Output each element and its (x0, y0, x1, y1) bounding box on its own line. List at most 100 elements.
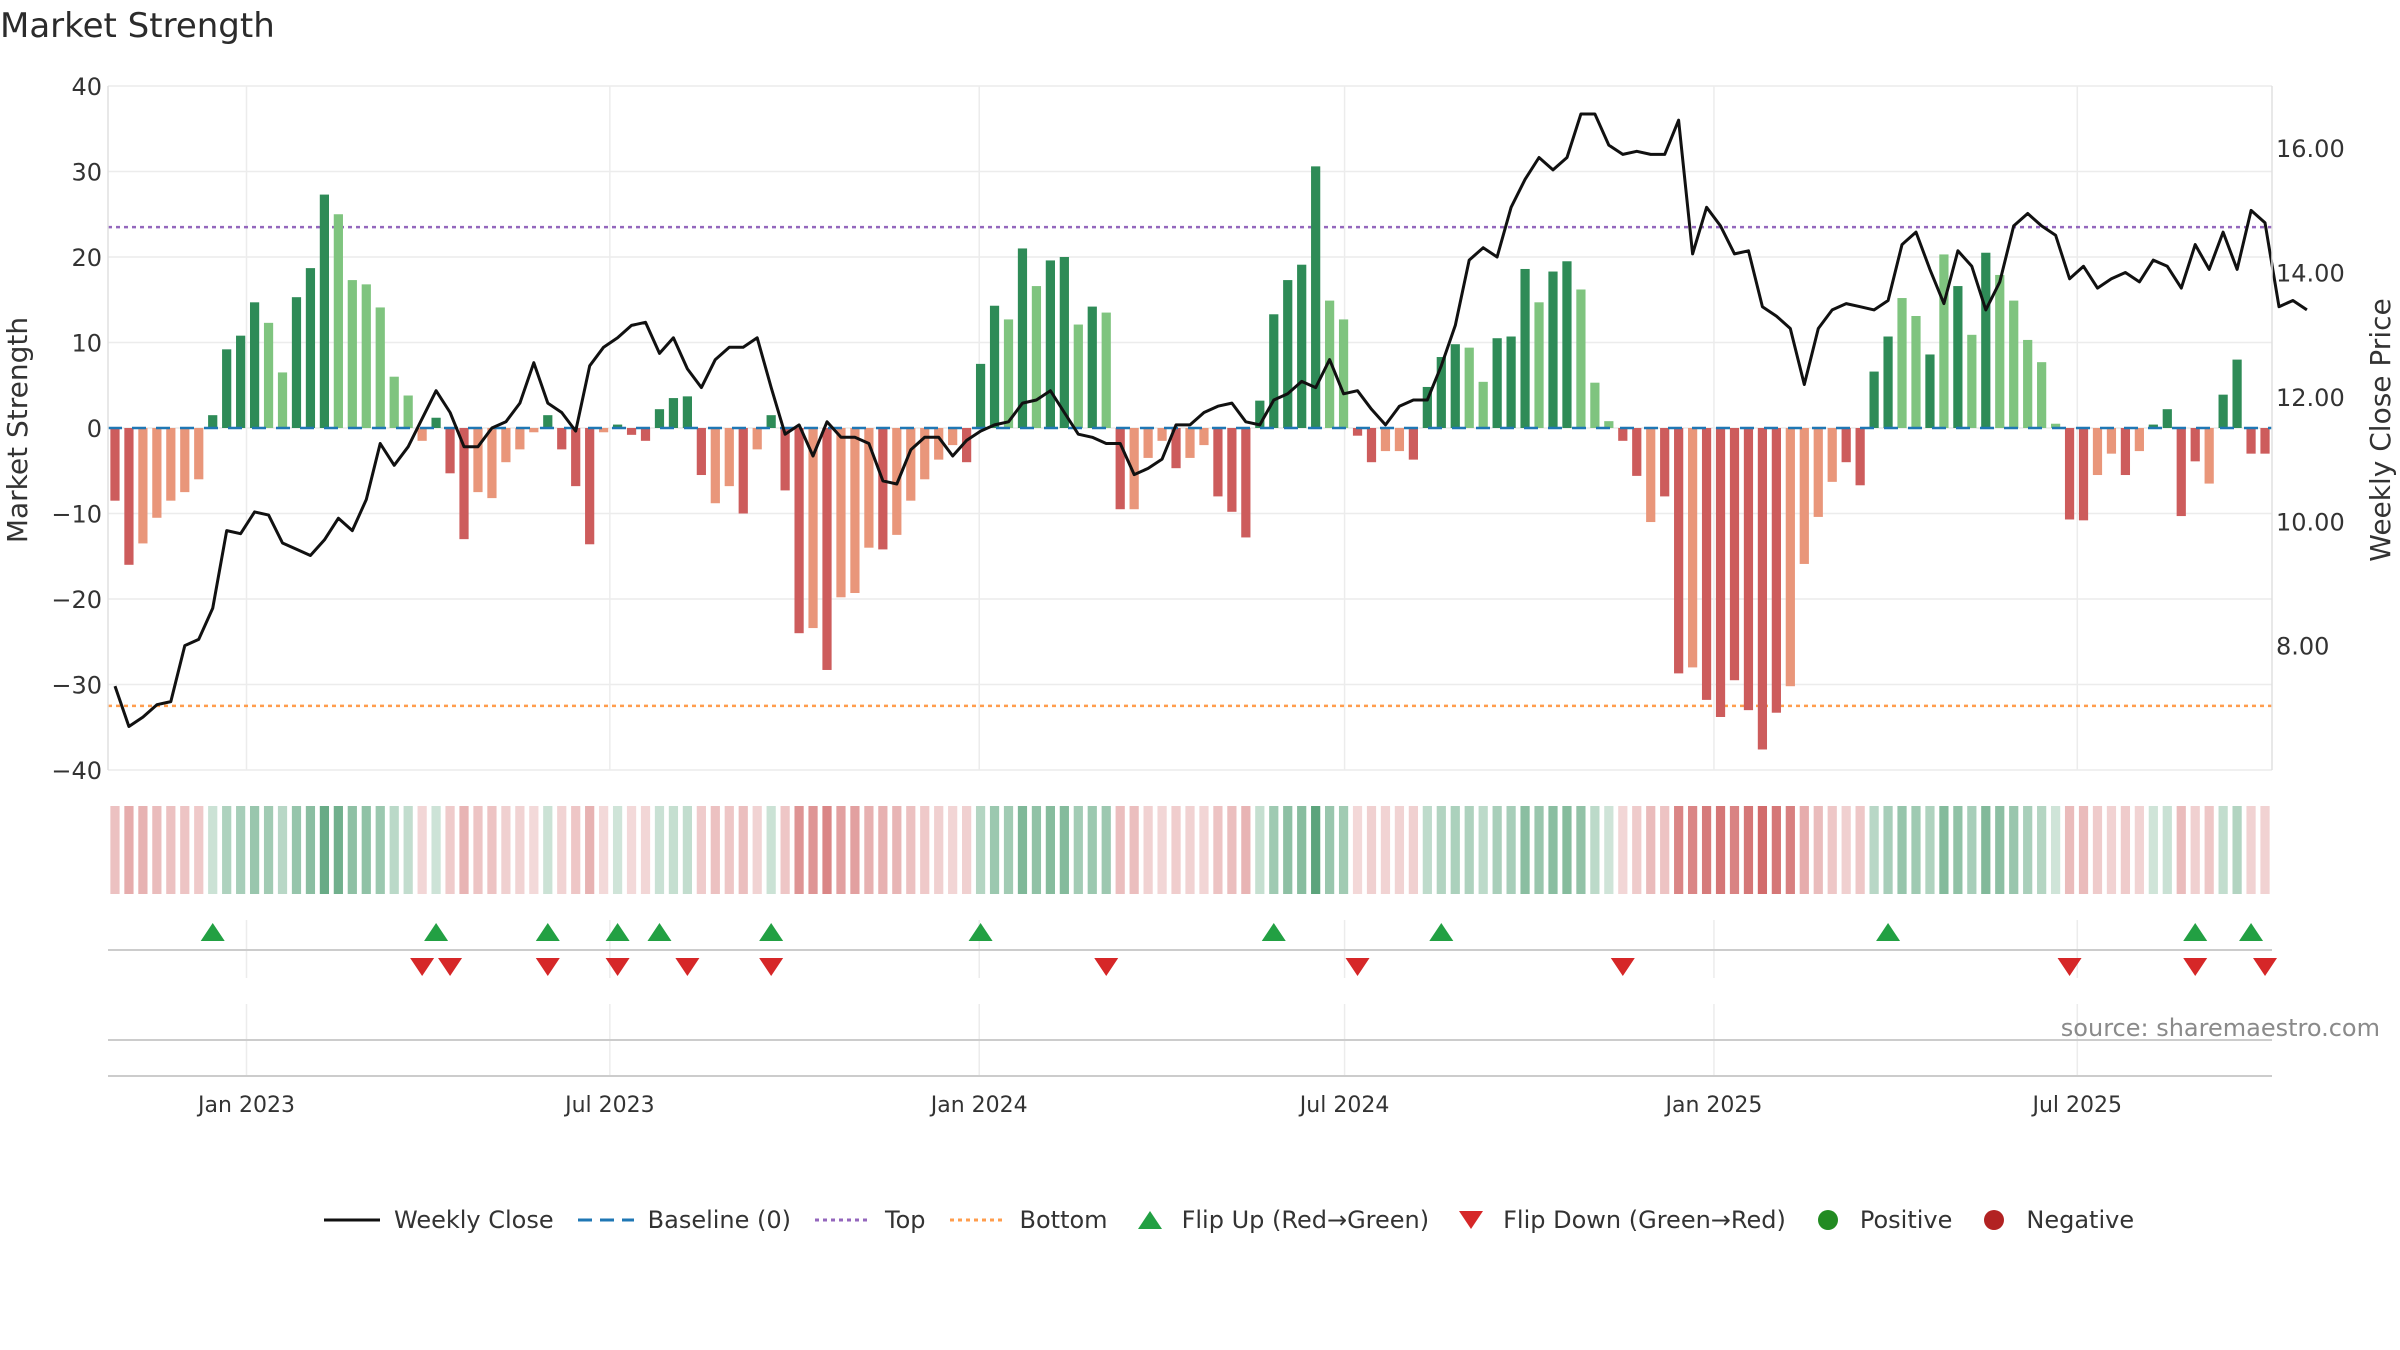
strength-bar (333, 214, 343, 428)
strength-bar (1771, 428, 1781, 713)
heat-cell (626, 806, 637, 894)
strength-bar (403, 395, 413, 428)
flip-up-marker (1429, 923, 1454, 941)
strength-bar (1897, 298, 1907, 428)
heat-cell (1255, 806, 1265, 894)
legend-item-flip-down: Flip Down (Green→Red) (1451, 1206, 1786, 1234)
heat-cell (1101, 806, 1111, 894)
y-tick-label: 20 (71, 244, 102, 272)
strength-bar (1157, 428, 1167, 441)
legend: Weekly Close Baseline (0) Top Bottom Fli… (322, 1206, 2156, 1234)
heat-cell (529, 806, 539, 894)
strength-bar (1199, 428, 1209, 446)
heat-cell (1464, 806, 1474, 894)
strength-bar (1967, 334, 1977, 428)
strength-bar (1981, 252, 1991, 428)
strength-bar (319, 194, 330, 428)
strength-bar (1548, 271, 1558, 428)
flip-down-marker (438, 958, 463, 976)
heat-cell (2148, 806, 2158, 894)
strength-bar (1687, 428, 1698, 668)
heat-cell (333, 806, 343, 894)
strength-bar (1813, 428, 1823, 517)
heat-cell (347, 806, 357, 894)
heat-cell (724, 806, 734, 894)
strength-bar (1562, 261, 1572, 428)
strength-bar (836, 428, 846, 598)
strength-bar (654, 409, 665, 428)
strength-bar (1241, 428, 1251, 538)
strength-bar (1366, 428, 1377, 463)
strength-bar (850, 428, 860, 594)
strength-bar (1003, 319, 1014, 428)
heat-cell (1799, 806, 1809, 894)
strength-bar (1408, 428, 1418, 460)
flip-up-marker (647, 923, 672, 941)
heat-cell (640, 806, 651, 894)
axes: 40 30 20 10 0 −10 −20 −30 −40 16.00 14.00 12.00 10.0… (51, 73, 2344, 1118)
strength-bar (975, 363, 986, 428)
heat-cell (152, 806, 162, 894)
strength-bar (459, 428, 469, 540)
strength-bar (1646, 428, 1656, 523)
heat-cell (1604, 806, 1614, 894)
heat-cell (1548, 806, 1558, 894)
strength-bar (710, 428, 720, 504)
source-watermark: source: sharemaestro.com (2060, 1014, 2380, 1042)
heat-cell (2050, 806, 2061, 894)
strength-bar (1227, 428, 1237, 512)
strength-bar (1115, 428, 1125, 510)
strength-bar (2120, 428, 2131, 476)
grid (108, 85, 2272, 1076)
strength-bar (1925, 354, 1935, 428)
flip-up-marker (1876, 923, 1901, 941)
heat-cell (236, 806, 246, 894)
strength-bar (1953, 286, 1963, 428)
strength-bar (1799, 428, 1809, 564)
strength-bar (2106, 428, 2117, 454)
strength-bar (906, 428, 916, 501)
heat-cell (487, 806, 497, 894)
heat-cell (1827, 806, 1837, 894)
heat-cell (752, 806, 762, 894)
strength-bar (1883, 336, 1893, 428)
flip-down-marker (1094, 958, 1119, 976)
heat-cell (1660, 806, 1670, 894)
strength-bar (1283, 280, 1293, 428)
legend-item-positive: Positive (1808, 1206, 1953, 1234)
strength-bar (1590, 382, 1600, 428)
strength-bar (1939, 254, 1949, 428)
strength-bar (1422, 386, 1432, 428)
flip-down-marker (2183, 958, 2208, 976)
heat-cell (2023, 806, 2033, 894)
strength-bar (124, 428, 134, 565)
strength-bar (1101, 312, 1111, 428)
heat-cell (1520, 806, 1530, 894)
y2-tick-label: 8.00 (2276, 633, 2329, 661)
heat-cell (1087, 806, 1097, 894)
strength-bar (180, 428, 190, 493)
y2-axis-label: Weekly Close Price (2364, 298, 2397, 561)
heat-cell (1143, 806, 1153, 894)
strength-bar (375, 307, 385, 428)
strength-bar (347, 280, 357, 428)
strength-bar (612, 424, 623, 428)
strength-bar (2064, 428, 2075, 520)
strength-bar (2260, 428, 2270, 454)
heat-cell (208, 806, 218, 894)
strength-bar (529, 428, 539, 433)
heat-cell (1701, 806, 1712, 894)
x-tick-label: Jan 2024 (929, 1093, 1028, 1118)
y-tick-label: −40 (51, 757, 102, 785)
strength-bar (277, 372, 288, 428)
strength-bar (1604, 421, 1614, 428)
y2-tick-label: 16.00 (2276, 135, 2345, 163)
heat-cell (696, 806, 706, 894)
heat-cell (1227, 806, 1237, 894)
legend-item-baseline: Baseline (0) (576, 1206, 791, 1234)
legend-label: Positive (1859, 1206, 1953, 1234)
y-tick-label: 40 (71, 73, 102, 101)
heat-cell (1981, 806, 1991, 894)
heat-cell (1171, 806, 1181, 894)
